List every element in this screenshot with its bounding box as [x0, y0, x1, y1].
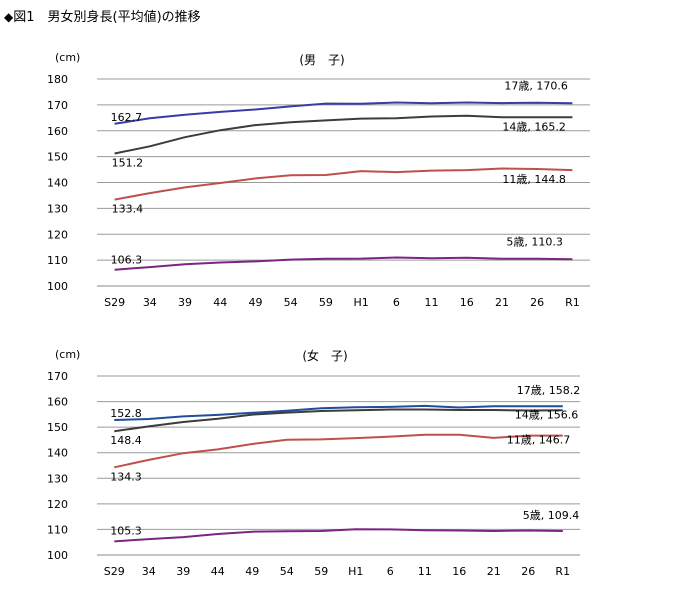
male-x-tick-label: 59: [319, 296, 333, 309]
male-series-end-label: 11歳, 144.8: [502, 173, 565, 186]
male-y-tick-label: 110: [47, 254, 68, 267]
female-x-tick-label: 34: [142, 565, 156, 578]
female-y-tick-label: 130: [47, 472, 68, 485]
female-x-tick-label: 16: [452, 565, 466, 578]
female-y-tick-label: 120: [47, 498, 68, 511]
figure-title-text: 図1 男女別身長(平均値)の推移: [13, 10, 201, 25]
male-series-start-label: 106.3: [111, 254, 143, 267]
male-x-tick-label: H1: [353, 296, 368, 309]
male-y-tick-label: 170: [47, 99, 68, 112]
male-x-tick-label: 6: [393, 296, 400, 309]
female-y-tick-label: 150: [47, 421, 68, 434]
female-y-tick-label: 100: [47, 549, 68, 562]
male-y-tick-label: 180: [47, 73, 68, 86]
female-series-line-2: [114, 433, 563, 469]
female-x-tick-label: 11: [418, 565, 432, 578]
male-y-tick-label: 150: [47, 151, 68, 164]
female-series-end-label: 14歳, 156.6: [515, 408, 578, 421]
female-x-tick-label: 6: [387, 565, 394, 578]
female-series-start-label: 152.8: [110, 407, 142, 420]
male-x-tick-label: 26: [530, 296, 544, 309]
male-x-tick-label: 49: [248, 296, 262, 309]
female-series-end-label: 17歳, 158.2: [517, 384, 580, 397]
male-x-tick-label: R1: [565, 296, 580, 309]
female-x-tick-label: 49: [245, 565, 259, 578]
male-series-end-label: 5歳, 110.3: [506, 235, 562, 248]
male-series-line-0: [114, 101, 573, 125]
male-series-end-label: 17歳, 170.6: [504, 79, 567, 92]
female-y-tick-label: 160: [47, 396, 68, 409]
female-x-tick-label: H1: [348, 565, 363, 578]
male-y-tick-label: 140: [47, 177, 68, 190]
female-height-chart: (cm) (女 子) 100 110 120 130 140 150 160 170 S29 34 39…: [47, 348, 580, 578]
male-x-tick-label: 21: [495, 296, 509, 309]
male-y-tick-label: 160: [47, 125, 68, 138]
male-x-tick-label: 16: [460, 296, 474, 309]
female-y-tick-label: 170: [47, 370, 68, 383]
male-y-tick-label: 100: [47, 280, 68, 293]
female-series-line-0: [114, 404, 563, 421]
female-series-end-label: 5歳, 109.4: [523, 509, 579, 522]
male-x-tick-label: 39: [178, 296, 192, 309]
female-x-tick-label: 26: [521, 565, 535, 578]
male-series-start-label: 133.4: [112, 203, 144, 216]
male-x-tick-label: 54: [284, 296, 298, 309]
female-x-tick-label: 21: [487, 565, 501, 578]
male-series-end-label: 14歳, 165.2: [502, 120, 565, 133]
male-series-line-1: [114, 114, 573, 155]
male-height-chart: (cm) (男 子) 100 110 120 130 140 150 160 170 180 S29 3…: [47, 51, 590, 309]
male-series-start-label: 151.2: [112, 157, 144, 170]
female-y-axis-label: (cm): [55, 348, 80, 361]
female-series-line-1: [114, 408, 563, 433]
female-series-start-label: 148.4: [110, 434, 142, 447]
female-x-tick-label: R1: [555, 565, 570, 578]
male-y-axis-label: (cm): [55, 51, 80, 64]
female-chart-title: (女 子): [302, 348, 347, 363]
female-x-tick-label: 54: [280, 565, 294, 578]
female-x-tick-label: S29: [104, 565, 125, 578]
female-y-tick-label: 140: [47, 447, 68, 460]
female-series-start-label: 105.3: [110, 524, 142, 537]
female-x-tick-label: 44: [211, 565, 225, 578]
male-series-line-2: [114, 167, 573, 201]
male-y-tick-label: 130: [47, 202, 68, 215]
female-x-tick-label: 39: [176, 565, 190, 578]
male-y-tick-label: 120: [47, 228, 68, 241]
female-series-line-3: [114, 528, 563, 543]
male-series-start-label: 162.7: [111, 111, 143, 124]
male-x-tick-label: 44: [213, 296, 227, 309]
female-x-tick-label: 59: [314, 565, 328, 578]
male-chart-title: (男 子): [299, 53, 344, 67]
male-x-tick-label: S29: [104, 296, 125, 309]
diamond-marker-icon: ◆: [4, 10, 14, 24]
male-x-tick-label: 11: [425, 296, 439, 309]
female-series-start-label: 134.3: [110, 470, 142, 483]
male-x-tick-label: 34: [143, 296, 157, 309]
female-series-end-label: 11歳, 146.7: [507, 434, 570, 447]
figure-title: ◆図1 男女別身長(平均値)の推移: [4, 6, 201, 25]
female-y-tick-label: 110: [47, 523, 68, 536]
male-series-line-3: [114, 256, 573, 271]
